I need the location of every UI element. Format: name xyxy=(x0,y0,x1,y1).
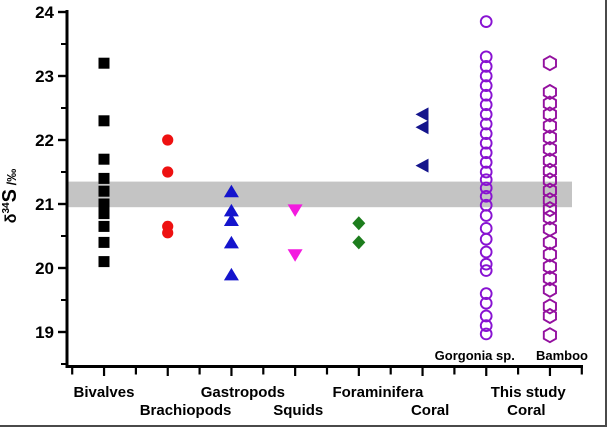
x-category-label: Gastropods xyxy=(201,384,285,401)
y-tick-label: 19 xyxy=(35,323,54,342)
marker-gorgonia-sp xyxy=(479,232,493,246)
reference-band xyxy=(68,181,572,208)
marker-bivalves xyxy=(98,198,110,210)
marker-bivalves xyxy=(98,256,110,268)
marker-squids xyxy=(287,249,303,262)
y-tick-label: 21 xyxy=(35,195,54,214)
x-category-label: Foraminifera xyxy=(332,384,424,401)
marker-gorgonia-sp xyxy=(479,156,493,169)
y-axis-title: δ34S /‰ xyxy=(0,169,21,223)
marker-bamboo xyxy=(542,246,557,263)
marker-gastropods xyxy=(223,213,239,226)
marker-gorgonia-sp xyxy=(479,257,493,271)
marker-bivalves xyxy=(98,236,110,248)
marker-gorgonia-sp xyxy=(479,50,493,64)
marker-gorgonia-sp xyxy=(479,165,493,179)
marker-gorgonia-sp xyxy=(479,88,493,102)
marker-coral xyxy=(415,107,429,122)
marker-gorgonia-sp xyxy=(479,60,493,73)
marker-bivalves xyxy=(98,185,110,197)
marker-coral xyxy=(415,158,429,173)
marker-bamboo xyxy=(542,182,557,199)
x-category-label: Squids xyxy=(273,402,323,419)
marker-gastropods xyxy=(223,267,239,281)
marker-gorgonia-sp xyxy=(479,309,493,323)
marker-brachiopods xyxy=(162,166,174,178)
marker-bamboo xyxy=(542,83,557,101)
marker-gorgonia-sp xyxy=(479,117,493,131)
x-category-label: Bivalves xyxy=(74,384,135,401)
marker-bamboo xyxy=(542,172,557,189)
marker-bamboo xyxy=(542,106,557,123)
marker-gorgonia-sp xyxy=(479,15,493,28)
marker-squids xyxy=(287,204,303,217)
marker-bamboo xyxy=(542,201,557,218)
marker-bamboo xyxy=(542,95,557,112)
marker-gorgonia-sp xyxy=(479,79,493,92)
marker-gorgonia-sp xyxy=(479,296,493,310)
y-tick-label: 20 xyxy=(35,259,54,278)
marker-gorgonia-sp xyxy=(479,98,493,112)
marker-bivalves xyxy=(98,57,110,69)
marker-bivalves xyxy=(98,172,110,184)
marker-coral xyxy=(415,120,429,135)
marker-bamboo xyxy=(542,281,557,298)
marker-bamboo xyxy=(542,327,557,344)
marker-gorgonia-sp xyxy=(479,189,493,203)
marker-gorgonia-sp xyxy=(479,327,493,341)
marker-bivalves xyxy=(98,220,110,232)
marker-foraminifera xyxy=(352,216,366,231)
marker-brachiopods xyxy=(162,134,174,146)
marker-bamboo xyxy=(542,307,557,325)
y-tick-label: 22 xyxy=(35,131,54,150)
marker-gorgonia-sp xyxy=(479,108,493,121)
marker-brachiopods xyxy=(162,227,174,239)
marker-gorgonia-sp xyxy=(479,69,493,83)
marker-bamboo xyxy=(542,258,557,275)
marker-bamboo xyxy=(542,55,557,72)
marker-gorgonia-sp xyxy=(479,264,493,277)
marker-gorgonia-sp xyxy=(479,221,493,235)
y-tick-label: 24 xyxy=(35,3,54,22)
in-plot-label: Bamboo xyxy=(536,348,588,363)
marker-gastropods xyxy=(223,203,239,217)
x-category-label: Coral xyxy=(507,402,545,419)
marker-gorgonia-sp xyxy=(479,181,493,195)
marker-bivalves xyxy=(98,153,110,165)
x-category-label: Coral xyxy=(411,402,449,419)
marker-bamboo xyxy=(542,209,557,226)
marker-gastropods xyxy=(223,235,239,249)
marker-gorgonia-sp xyxy=(479,127,493,140)
marker-bamboo xyxy=(542,192,557,209)
in-plot-label: Gorgonia sp. xyxy=(435,348,515,363)
marker-bamboo xyxy=(542,298,557,315)
marker-gastropods xyxy=(223,184,239,198)
y-tick-label: 23 xyxy=(35,67,54,86)
marker-bamboo xyxy=(542,162,557,179)
marker-gorgonia-sp xyxy=(479,319,493,332)
marker-foraminifera xyxy=(352,235,366,250)
marker-bamboo xyxy=(542,140,557,158)
marker-gorgonia-sp xyxy=(479,173,493,187)
x-category-label: This study xyxy=(491,384,567,401)
x-category-label: Brachiopods xyxy=(140,402,232,419)
marker-gorgonia-sp xyxy=(479,146,493,160)
marker-bivalves xyxy=(98,208,110,220)
marker-gorgonia-sp xyxy=(479,209,493,222)
marker-gorgonia-sp xyxy=(479,136,493,150)
marker-gorgonia-sp xyxy=(479,287,493,300)
marker-bamboo xyxy=(542,152,557,169)
marker-bamboo xyxy=(542,129,557,146)
marker-bamboo xyxy=(542,234,557,251)
marker-bamboo xyxy=(542,117,557,135)
marker-gorgonia-sp xyxy=(479,245,493,259)
marker-bamboo xyxy=(542,270,557,287)
marker-bivalves xyxy=(98,115,110,127)
